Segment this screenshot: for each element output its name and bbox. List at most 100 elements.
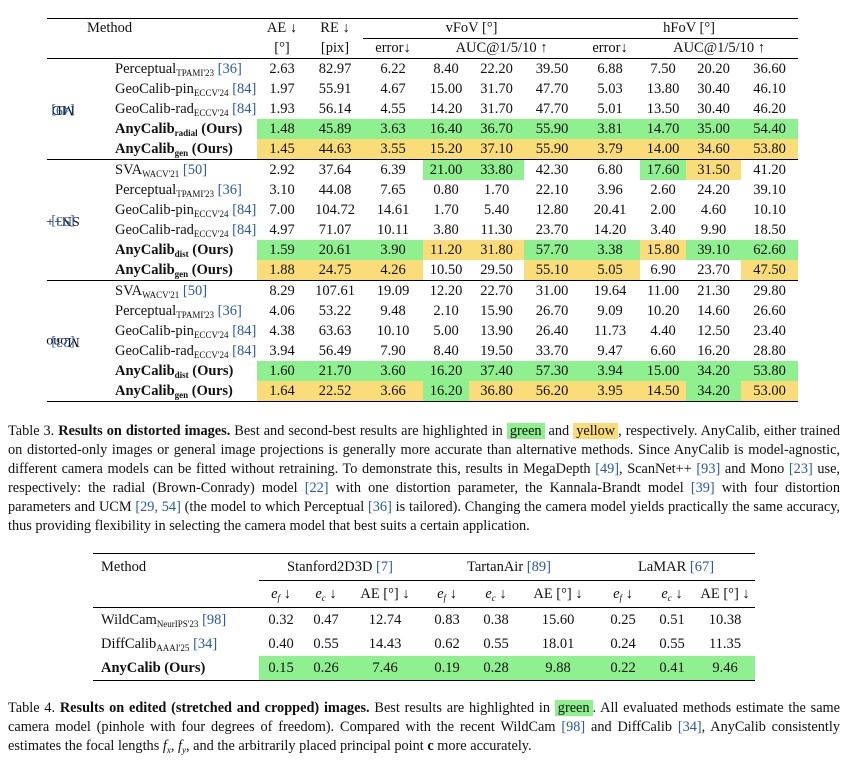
value-cell: 6.80 (580, 159, 641, 180)
value-cell: 55.10 (524, 260, 581, 281)
value-cell: 0.55 (659, 636, 685, 652)
t4-col-ae: AE [°] ↓ (360, 586, 410, 602)
method-name: WildCamNeurIPS'23 [98] (93, 607, 259, 632)
value-cell: 3.79 (580, 139, 641, 160)
col-vfov-error: error↓ (375, 40, 411, 56)
value-cell: 31.80 (469, 240, 524, 260)
value-cell: 12.74 (349, 607, 421, 632)
caption-label: Table 3. (8, 423, 55, 439)
value-cell: 56.14 (318, 101, 352, 117)
value-cell: 42.30 (524, 159, 581, 180)
value-cell: 1.93 (269, 101, 295, 117)
value-cell: 14.43 (368, 636, 402, 652)
table-row: AnyCalibgen (Ours) 1.45 44.63 3.55 15.20 37.1… (47, 139, 799, 160)
value-cell: 7.50 (640, 58, 687, 79)
value-cell: 37.64 (307, 159, 363, 180)
value-cell: 35.00 (686, 119, 742, 139)
col-re-unit: [pix] (320, 39, 350, 56)
value-cell: 11.35 (708, 636, 742, 652)
value-cell: 14.20 (429, 101, 463, 117)
value-cell: 3.95 (580, 381, 641, 402)
value-cell: 1.70 (433, 202, 459, 218)
value-cell: 16.20 (423, 381, 469, 402)
t4-col-ef: ef ↓ (437, 586, 457, 603)
value-cell: 3.81 (580, 119, 641, 139)
value-cell: 36.60 (741, 58, 799, 79)
value-cell: 9.90 (700, 222, 727, 238)
value-cell: 2.10 (433, 303, 459, 319)
table-row: AnyCalibradial (Ours) 1.48 45.89 3.63 16.40 3… (47, 119, 799, 139)
value-cell: 9.47 (597, 343, 623, 359)
value-cell: 21.00 (423, 159, 469, 180)
value-cell: 6.39 (363, 159, 423, 180)
value-cell: 39.10 (686, 240, 742, 260)
value-cell: 4.97 (269, 222, 295, 238)
method-name: AnyCalibgen (Ours) (115, 262, 233, 279)
value-cell: 82.97 (307, 58, 363, 79)
value-cell: 29.50 (480, 262, 513, 278)
method-name: GeoCalib-pinECCV'24 [84] (115, 323, 257, 340)
t4-col-ef: ef ↓ (613, 586, 633, 603)
value-cell: 34.60 (686, 139, 742, 160)
method-name: AnyCalibgen (Ours) (79, 381, 257, 402)
value-cell: 4.60 (700, 202, 727, 218)
value-cell: 56.20 (524, 381, 581, 402)
value-cell: 6.90 (650, 262, 676, 278)
value-cell: 15.60 (519, 607, 597, 632)
table-row: AnyCalibgen (Ours) 1.64 22.52 3.66 16.20 36.8… (47, 381, 799, 402)
method-name: SVAWACV'21 [50] (79, 280, 257, 301)
value-cell: 33.80 (469, 159, 524, 180)
table-row: PerceptualTPAMI'23 [36] 4.06 53.22 9.48 2.10… (47, 301, 798, 321)
method-name: DiffCalibAAAI'25 [34] (101, 636, 218, 653)
value-cell: 3.96 (597, 182, 623, 198)
value-cell: 9.48 (380, 303, 406, 319)
value-cell: 4.40 (650, 323, 676, 339)
col-hfov-error: error↓ (592, 40, 628, 56)
value-cell: 1.88 (257, 260, 307, 281)
value-cell: 29.80 (741, 280, 799, 301)
value-cell: 0.38 (473, 607, 519, 632)
value-cell: 62.60 (741, 240, 799, 260)
green-swatch: green (506, 423, 545, 439)
value-cell: 21.30 (686, 280, 742, 301)
caption-title: Results on edited (stretched and cropped… (59, 700, 370, 716)
value-cell: 1.59 (257, 240, 307, 260)
col-hfov-auc: AUC@1/5/10 ↑ (673, 40, 766, 56)
value-cell: 47.70 (535, 81, 569, 97)
value-cell: 16.20 (423, 361, 469, 381)
value-cell: 0.25 (597, 607, 649, 632)
table-row: WildCamNeurIPS'23 [98] 0.32 0.47 12.74 0.83 0… (93, 607, 756, 632)
t4-col-lamar: LaMAR [67] (597, 553, 756, 581)
value-cell: 0.19 (421, 656, 473, 681)
value-cell: 7.65 (380, 182, 406, 198)
value-cell: 22.20 (469, 58, 524, 79)
value-cell: 15.20 (423, 139, 469, 160)
t4-col-ae: AE [°] ↓ (533, 586, 583, 602)
value-cell: 1.70 (483, 182, 510, 198)
col-re: RE ↓ (307, 18, 363, 39)
t4-col-stanford: Stanford2D3D [7] (259, 553, 421, 581)
value-cell: 19.50 (480, 343, 513, 359)
table-4: Method Stanford2D3D [7] TartanAir [89] L… (93, 553, 756, 681)
value-cell: 4.26 (363, 260, 423, 281)
value-cell: 7.90 (380, 343, 406, 359)
value-cell: 13.50 (646, 101, 680, 117)
value-cell: 31.70 (480, 81, 513, 97)
value-cell: 54.40 (741, 119, 799, 139)
value-cell: 37.10 (469, 139, 524, 160)
value-cell: 10.20 (646, 303, 680, 319)
value-cell: 0.26 (303, 656, 349, 681)
value-cell: 57.30 (524, 361, 581, 381)
value-cell: 26.40 (535, 323, 569, 339)
method-name: AnyCalibdist (Ours) (115, 363, 234, 380)
value-cell: 10.10 (376, 323, 410, 339)
value-cell: 9.09 (597, 303, 623, 319)
value-cell: 14.20 (593, 222, 627, 238)
col-vfov: vFoV [°] (363, 18, 581, 39)
value-cell: 41.20 (741, 159, 799, 180)
value-cell: 22.52 (307, 381, 363, 402)
value-cell: 44.63 (307, 139, 363, 160)
value-cell: 34.20 (686, 361, 742, 381)
value-cell: 0.83 (421, 607, 473, 632)
method-name: GeoCalib-pinECCV'24 [84] (115, 81, 257, 98)
